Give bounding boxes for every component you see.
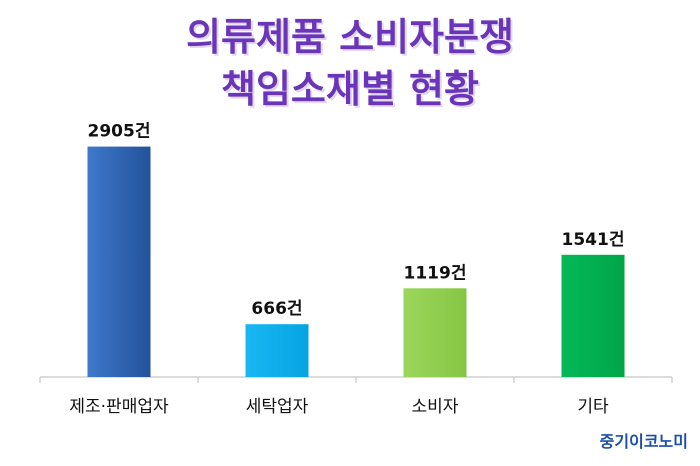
data-label-4: 1541건 <box>562 230 625 250</box>
data-label-3: 1119건 <box>404 263 467 283</box>
source-label: 중기이코노미 <box>600 432 688 451</box>
data-label-1: 2905건 <box>88 122 151 142</box>
bar-4 <box>561 254 625 377</box>
category-label-4: 기타 <box>577 397 609 417</box>
chart-title-line-2-shadow: 책임소재별 현황 <box>223 69 481 113</box>
bar-1 <box>87 146 151 377</box>
bar-2 <box>245 324 309 377</box>
bar-3 <box>403 288 467 377</box>
chart-title-line-2: 책임소재별 현황 <box>221 67 479 111</box>
chart-title-line-1-shadow: 의류제품 소비자분쟁 <box>188 17 516 61</box>
category-label-3: 소비자 <box>412 397 459 417</box>
chart-title-line-1: 의류제품 소비자분쟁 <box>186 15 514 59</box>
data-label-2: 666건 <box>251 299 302 319</box>
category-label-2: 세탁업자 <box>246 397 309 417</box>
category-label-1: 제조·판매업자 <box>69 397 169 417</box>
